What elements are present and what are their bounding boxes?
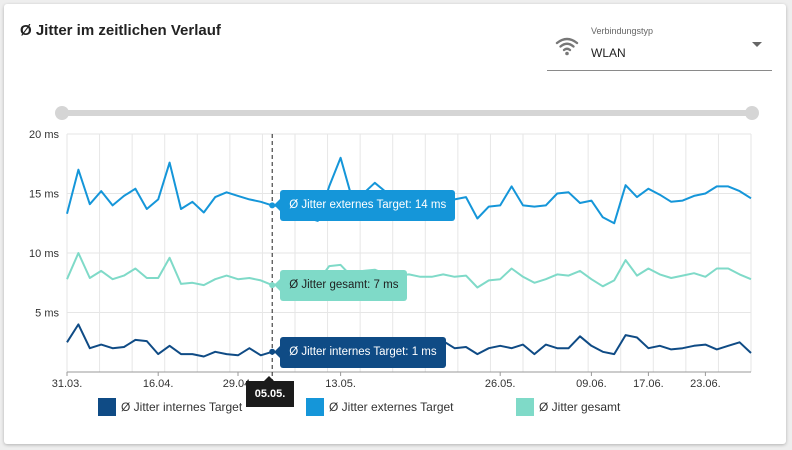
legend-swatch (306, 398, 324, 416)
x-tick-label: 31.03. (52, 378, 83, 390)
tooltip-externes-target: Ø Jitter externes Target: 14 ms (274, 190, 456, 222)
crosshair-point (269, 282, 276, 289)
x-tick-label: 17.06. (633, 378, 664, 390)
chart-card (4, 4, 786, 444)
x-tick-label: 09.06. (576, 378, 607, 390)
series-line-1 (66, 252, 752, 289)
connection-type-value: WLAN (591, 46, 626, 60)
range-slider-start-handle[interactable] (55, 106, 69, 120)
crosshair-date-label: 05.05. (246, 376, 294, 407)
x-tick-label: 16.04. (143, 378, 174, 390)
y-tick-label: 10 ms (29, 248, 59, 260)
date-range-slider[interactable] (62, 110, 752, 116)
range-slider-end-handle[interactable] (745, 106, 759, 120)
x-tick-label: 26.05. (485, 378, 516, 390)
y-tick-label: 15 ms (29, 189, 59, 201)
crosshair-point (269, 202, 276, 209)
y-tick-label: 5 ms (35, 308, 59, 320)
chart-title: Ø Jitter im zeitlichen Verlauf (20, 22, 221, 39)
legend-label: Ø Jitter internes Target (121, 400, 243, 414)
tooltip-gesamt: Ø Jitter gesamt: 7 ms (274, 270, 408, 302)
x-tick-label: 29.04. (223, 378, 254, 390)
connection-type-select[interactable]: Verbindungstyp WLAN (547, 24, 772, 71)
legend-swatch (516, 398, 534, 416)
wifi-icon (555, 37, 579, 56)
tooltip-internes-target: Ø Jitter internes Target: 1 ms (274, 336, 446, 368)
legend-swatch (98, 398, 116, 416)
chevron-down-icon (752, 42, 762, 47)
crosshair-point (269, 348, 276, 355)
legend-label: Ø Jitter gesamt (539, 400, 621, 414)
x-tick-label: 13.05. (325, 378, 356, 390)
x-tick-label: 23.06. (690, 378, 721, 390)
connection-type-label: Verbindungstyp (591, 26, 654, 36)
y-tick-label: 20 ms (29, 129, 59, 141)
legend-label: Ø Jitter externes Target (329, 400, 454, 414)
